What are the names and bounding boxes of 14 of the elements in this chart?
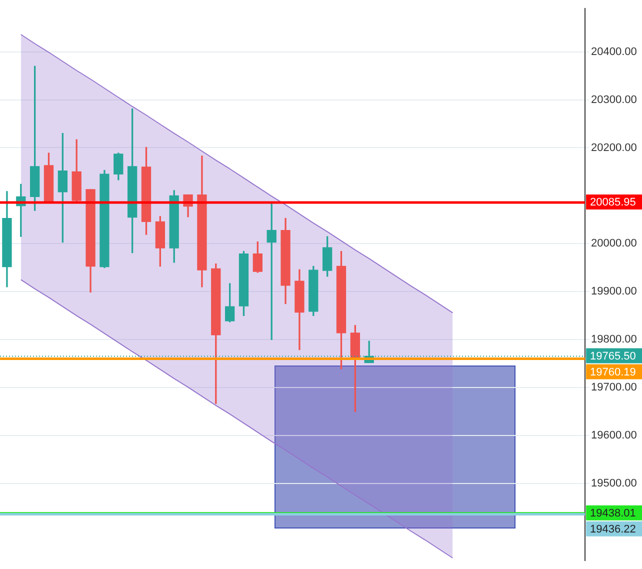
ref-line-label: 19760.19 (590, 366, 636, 378)
ref-line-label: 19436.22 (590, 523, 636, 536)
y-tick-label: 19900.00 (591, 286, 637, 298)
ref-line-label: 19765.50 (590, 350, 636, 362)
ref-line-label: 19438.01 (590, 507, 636, 520)
y-tick-label: 20000.00 (591, 238, 637, 250)
y-tick-label: 19600.00 (591, 430, 637, 442)
ref-line-label: 20085.95 (590, 196, 636, 209)
y-tick-label: 19700.00 (591, 382, 637, 394)
y-tick-label: 20400.00 (591, 46, 637, 58)
y-tick-label: 20300.00 (591, 94, 637, 106)
y-tick-label: 19800.00 (591, 334, 637, 346)
y-tick-label: 19500.00 (591, 478, 637, 490)
y-tick-label: 20200.00 (591, 142, 637, 154)
